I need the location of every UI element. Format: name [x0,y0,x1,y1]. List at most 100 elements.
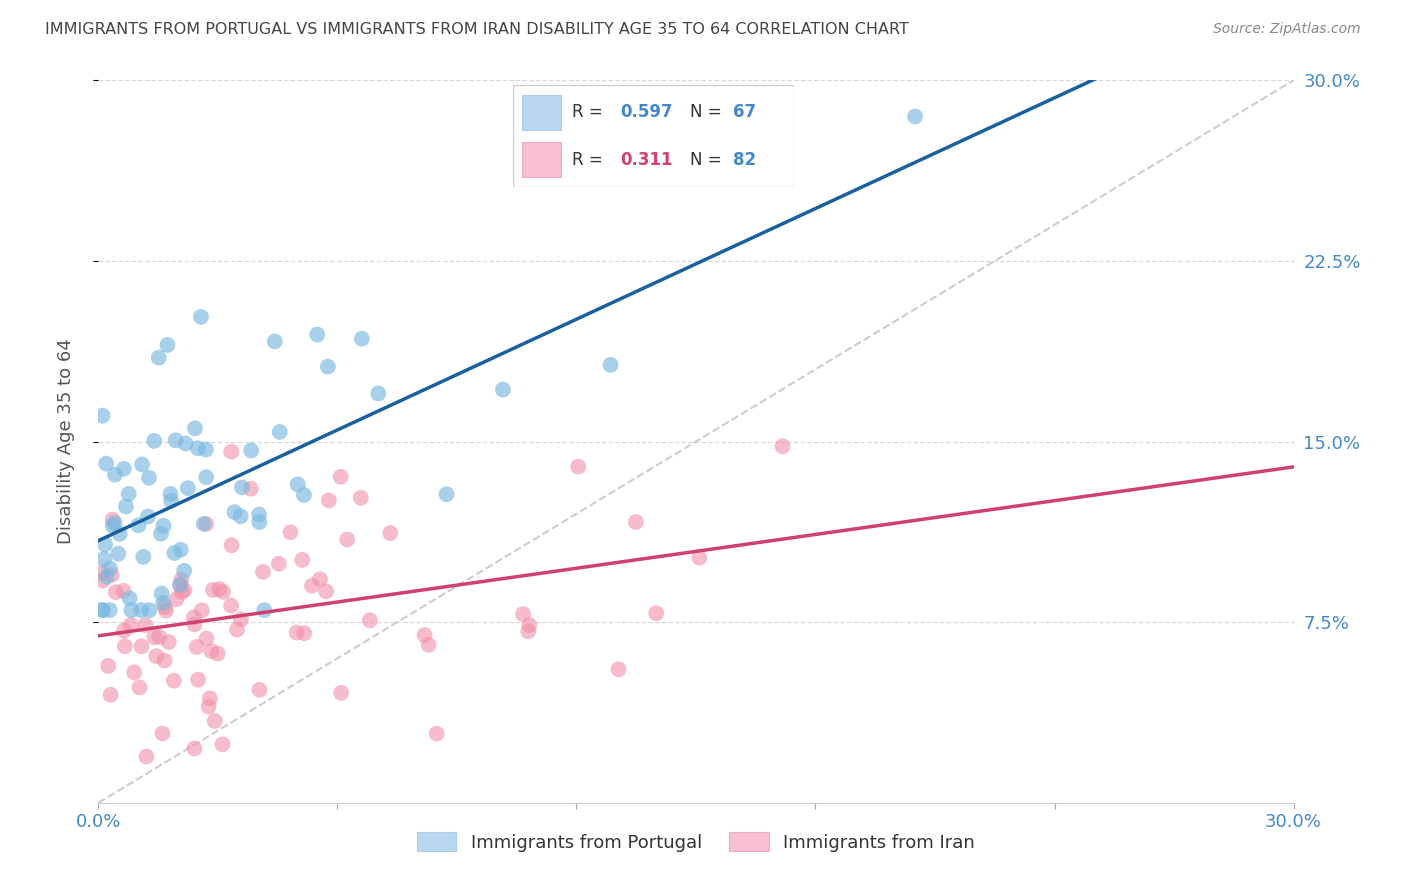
Point [112,583,135,598]
Point [426,726,449,740]
Text: Source: ZipAtlas.com: Source: ZipAtlas.com [1213,22,1361,37]
Point [165,434,187,448]
Point [195,442,218,457]
FancyBboxPatch shape [522,95,561,130]
FancyBboxPatch shape [522,142,561,177]
Point [104,467,127,482]
Point [195,632,218,646]
Point [170,585,193,599]
Point [91,566,114,580]
Point [599,358,621,372]
Point [207,647,229,661]
FancyBboxPatch shape [513,85,794,187]
Point [367,386,389,401]
Point [138,471,160,485]
Point [318,493,340,508]
Point [112,462,135,476]
Point [96,457,118,471]
Point [492,383,515,397]
Point [287,477,309,491]
Point [163,673,186,688]
Text: 82: 82 [733,151,755,169]
Point [100,688,122,702]
Point [173,564,195,578]
Point [143,434,166,448]
Point [91,409,114,423]
Point [688,550,710,565]
Point [157,635,180,649]
Text: N =: N = [690,151,727,169]
Point [292,626,315,640]
Point [436,487,458,501]
Point [174,436,197,450]
Text: 67: 67 [733,103,755,121]
Point [183,617,205,632]
Point [239,482,262,496]
Point [517,618,540,632]
Point [163,546,186,560]
Point [512,607,534,622]
Point [645,607,668,621]
Point [128,518,150,533]
Point [152,726,174,740]
Point [101,519,124,533]
Point [170,573,193,587]
Point [330,686,353,700]
Point [517,624,540,639]
Point [267,557,290,571]
Point [120,603,142,617]
Point [567,459,589,474]
Point [285,625,308,640]
Text: R =: R = [572,151,609,169]
Point [114,640,136,654]
Point [607,662,630,676]
Point [307,327,329,342]
Point [108,527,131,541]
Point [115,500,138,514]
Point [148,351,170,365]
Point [211,737,233,751]
Point [91,574,114,588]
Point [219,599,242,613]
Point [247,508,270,522]
Point [193,516,215,531]
Point [160,493,183,508]
Text: IMMIGRANTS FROM PORTUGAL VS IMMIGRANTS FROM IRAN DISABILITY AGE 35 TO 64 CORRELA: IMMIGRANTS FROM PORTUGAL VS IMMIGRANTS F… [45,22,908,37]
Point [183,610,205,624]
Point [204,714,226,728]
Point [136,509,159,524]
Point [226,623,249,637]
Point [413,628,436,642]
Text: R =: R = [572,103,609,121]
Point [280,525,302,540]
Point [624,515,647,529]
Point [208,582,231,597]
Point [149,526,172,541]
Point [772,439,794,453]
Point [186,640,208,654]
Point [359,613,381,627]
Point [118,591,141,606]
Point [195,470,218,484]
Y-axis label: Disability Age 35 to 64: Disability Age 35 to 64 [56,339,75,544]
Point [309,572,332,586]
Point [98,561,121,575]
Point [145,649,167,664]
Point [224,505,246,519]
Point [247,682,270,697]
Point [380,526,402,541]
Point [195,516,218,531]
Point [221,538,243,552]
Point [187,442,209,456]
Point [101,567,124,582]
Point [104,585,127,599]
Point [131,640,153,654]
Point [170,542,193,557]
Point [212,585,235,599]
Point [198,691,221,706]
Point [156,338,179,352]
Point [184,421,207,435]
Point [93,552,115,566]
Point [101,513,124,527]
Point [107,547,129,561]
